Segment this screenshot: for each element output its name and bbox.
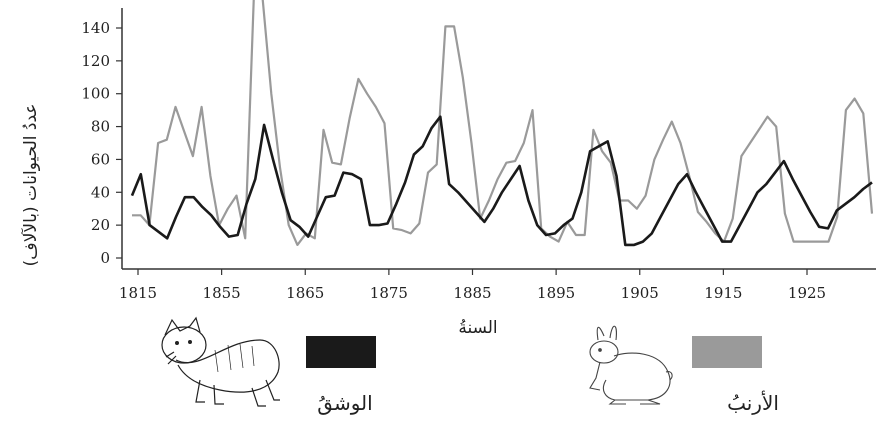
lynx-legend-label: الوشقُ <box>317 391 372 415</box>
y-tick-label: 60 <box>91 150 110 168</box>
x-tick-label: 1865 <box>286 284 324 302</box>
y-tick-label: 0 <box>100 249 110 267</box>
hare-swatch <box>692 336 762 368</box>
y-tick-label: 80 <box>91 118 110 136</box>
x-tick-label: 1905 <box>621 284 659 302</box>
x-tick-label: 1885 <box>453 284 491 302</box>
y-ticks: 0 20 40 60 80 100 120 140 <box>81 19 122 267</box>
lynx-series-line <box>130 115 873 247</box>
legend-hare: الأرنبُ <box>589 325 779 415</box>
y-axis-title: عددُ الحيوانات (بالآلاف) <box>20 103 41 266</box>
x-tick-label: 1855 <box>203 284 241 302</box>
y-tick-label: 40 <box>91 183 110 201</box>
lynx-illustration <box>161 316 280 407</box>
x-axis-title: السنةُ <box>458 318 497 338</box>
hare-series-line <box>132 0 874 246</box>
x-tick-label: 1925 <box>788 284 826 302</box>
y-tick-label: 140 <box>81 19 110 37</box>
legend-lynx: الوشقُ <box>161 316 376 415</box>
hare-illustration <box>589 325 673 405</box>
y-tick-label: 100 <box>81 85 110 103</box>
hare-legend-label: الأرنبُ <box>727 391 779 415</box>
series-layer <box>130 0 874 247</box>
x-tick-label: 1815 <box>119 284 157 302</box>
y-tick-label: 120 <box>81 52 110 70</box>
x-tick-label: 1875 <box>370 284 408 302</box>
y-tick-label: 20 <box>91 216 110 234</box>
lynx-swatch <box>306 336 376 368</box>
x-tick-label: 1915 <box>704 284 742 302</box>
x-tick-label: 1895 <box>537 284 575 302</box>
x-ticks: 1815 1855 1865 1875 1885 1895 1905 1915 1925 <box>119 269 826 302</box>
